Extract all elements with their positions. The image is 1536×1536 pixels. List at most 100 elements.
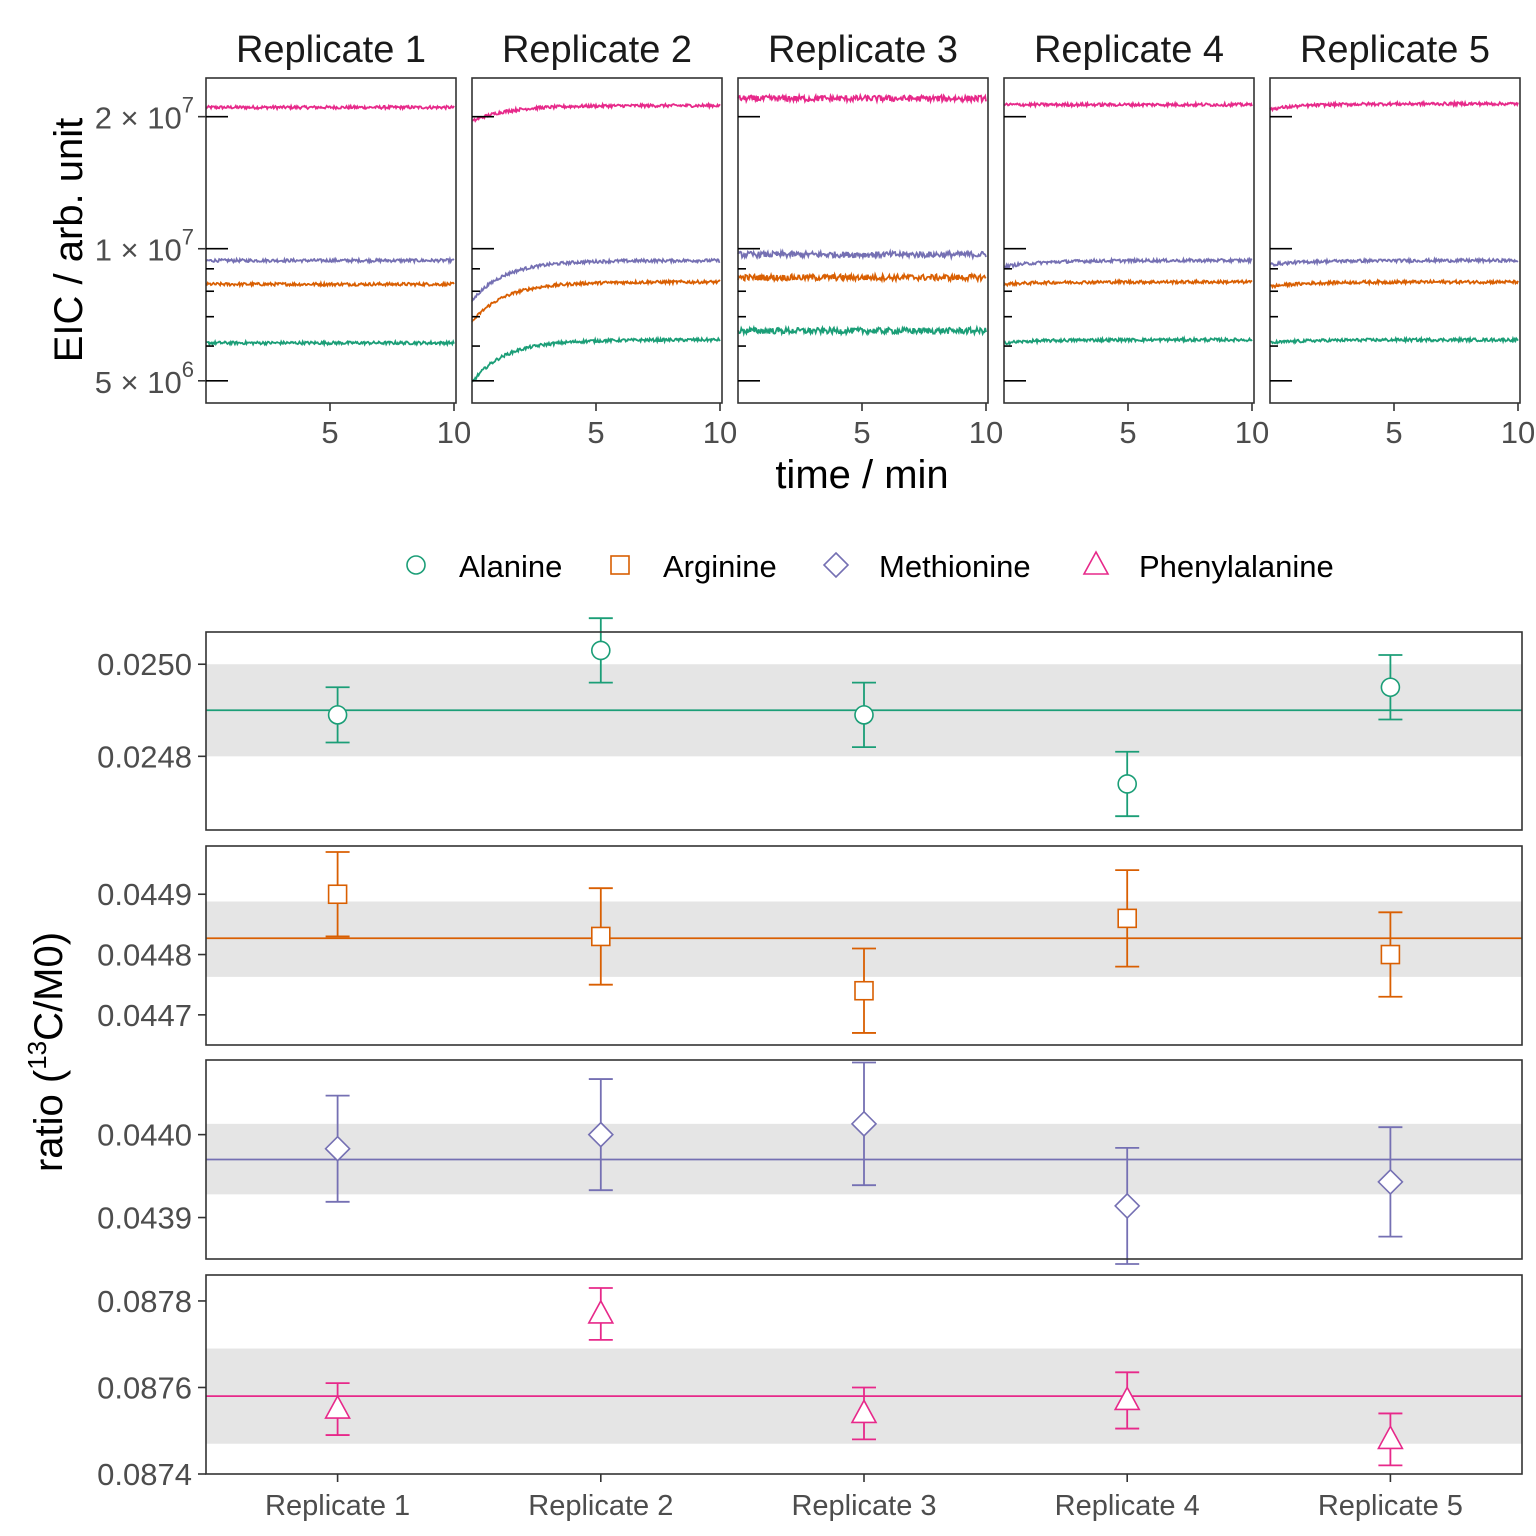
data-marker [1380, 944, 1401, 965]
data-marker [590, 640, 611, 661]
ratio-y-tick-label: 0.0874 [97, 1457, 192, 1492]
eic-line-phenylalanine-replicate-2 [471, 101, 721, 123]
eic-line-arginine-replicate-3 [737, 271, 987, 284]
eic-line-phenylalanine-replicate-5 [1269, 99, 1519, 113]
ratio-point-alanine-replicate-4 [1115, 750, 1140, 818]
eic-x-tick-label: 10 [1501, 415, 1535, 450]
ratio-point-phenylalanine-replicate-1 [324, 1382, 351, 1436]
ratio-y-tick-label: 0.0876 [97, 1370, 192, 1405]
legend-key-methionine [822, 551, 850, 579]
eic-x-tick-label: 10 [703, 415, 737, 450]
ratio-x-tick-label-replicate-4: Replicate 4 [1055, 1490, 1200, 1522]
eic-line-arginine-replicate-1 [205, 279, 455, 289]
eic-line-alanine-replicate-5 [1270, 335, 1519, 346]
ratio-point-arginine-replicate-1 [325, 851, 350, 938]
eic-line-phenylalanine-replicate-1 [205, 103, 455, 112]
ratio-y-tick-label: 0.0440 [97, 1118, 192, 1153]
eic-y-tick-label: 5 × 106 [95, 357, 194, 400]
eic-panel-1: Replicate 1 5 10 [205, 29, 471, 450]
ratio-y-title-main: ratio ( [27, 1069, 71, 1172]
eic-line-phenylalanine-replicate-4 [1003, 100, 1253, 109]
ratio-x-tick-label-replicate-5: Replicate 5 [1318, 1490, 1463, 1522]
eic-y-tick-label: 2 × 107 [95, 93, 194, 136]
ratio-y-tick-label: 0.0449 [97, 877, 192, 912]
ratio-panel-arginine: 0.0447 0.0448 0.0449 [97, 845, 1523, 1046]
ratio-faceted-scatter-chart: 0.02480.02500.04470.04480.04490.04390.04… [97, 617, 1523, 1522]
ratio-panel-border-methionine [205, 1059, 1523, 1260]
y-tick-exponent: 6 [182, 357, 194, 382]
data-marker [850, 1110, 878, 1137]
data-marker [1380, 677, 1401, 698]
ratio-x-tick-label-replicate-1: Replicate 1 [265, 1490, 410, 1522]
eic-line-methionine-replicate-3 [737, 248, 987, 262]
ratio-point-arginine-replicate-5 [1378, 911, 1403, 998]
ratio-point-phenylalanine-replicate-4 [1113, 1371, 1141, 1430]
ratio-x-tick-label-replicate-3: Replicate 3 [791, 1490, 936, 1522]
eic-x-tick-label: 5 [587, 415, 604, 450]
ratio-point-phenylalanine-replicate-5 [1377, 1412, 1404, 1467]
legend-key-phenylalanine [1082, 550, 1110, 575]
eic-panel-4: Replicate 4 5 10 [1003, 29, 1269, 450]
eic-x-tick-label: 5 [1385, 415, 1402, 450]
eic-x-axis-title: time / min [775, 453, 948, 497]
ratio-point-methionine-replicate-2 [587, 1078, 614, 1192]
data-marker [324, 1394, 351, 1419]
ratio-point-alanine-replicate-2 [588, 617, 613, 684]
data-marker [1377, 1424, 1404, 1450]
ratio-x-tick-label-replicate-2: Replicate 2 [528, 1490, 673, 1522]
eic-panel-border-3 [737, 77, 989, 404]
legend-label-alanine: Alanine [459, 549, 562, 584]
eic-x-tick-label: 5 [321, 415, 338, 450]
eic-y-tick-label: 1 × 107 [95, 225, 194, 268]
eic-panel-border-5 [1269, 77, 1521, 404]
eic-line-alanine-replicate-2 [471, 335, 721, 383]
facet-label-replicate-1: Replicate 1 [236, 29, 426, 71]
data-marker [854, 980, 874, 1001]
ratio-point-arginine-replicate-4 [1115, 869, 1140, 968]
eic-panel-border-2 [471, 77, 723, 404]
facet-label-replicate-3: Replicate 3 [768, 29, 958, 71]
ratio-point-methionine-replicate-5 [1377, 1126, 1404, 1238]
facet-label-replicate-2: Replicate 2 [502, 29, 692, 71]
ratio-y-tick-label: 0.0878 [97, 1284, 192, 1319]
legend-label-arginine: Arginine [663, 549, 777, 584]
ratio-panel-border-alanine [205, 631, 1523, 831]
data-marker [1117, 774, 1137, 794]
ratio-point-alanine-replicate-1 [325, 686, 350, 744]
data-marker [590, 926, 611, 947]
ratio-point-phenylalanine-replicate-3 [850, 1386, 878, 1441]
eic-x-tick-label: 10 [437, 415, 471, 450]
ratio-panel-methionine: 0.0439 0.0440 [97, 1059, 1523, 1265]
y-tick-times: × 10 [112, 233, 182, 268]
eic-line-methionine-replicate-2 [471, 257, 721, 302]
ratio-y-axis-title: ratio (13C/M0) [22, 932, 71, 1172]
eic-line-methionine-replicate-5 [1269, 256, 1519, 268]
ratio-y-tick-label: 0.0447 [97, 998, 192, 1033]
legend-key-arginine [610, 555, 630, 575]
eic-panel-3: Replicate 3 5 10 [737, 29, 1003, 450]
ratio-point-arginine-replicate-3 [852, 947, 876, 1034]
eic-panel-border-4 [1003, 77, 1255, 404]
ratio-point-arginine-replicate-2 [588, 887, 613, 986]
data-marker [327, 705, 348, 725]
eic-line-phenylalanine-replicate-3 [737, 92, 987, 105]
y-tick-exponent: 7 [182, 225, 194, 250]
legend-key-alanine [406, 555, 426, 575]
ratio-y-tick-label: 0.0250 [97, 647, 192, 682]
eic-line-alanine-replicate-4 [1003, 335, 1253, 346]
legend-label-methionine: Methionine [879, 549, 1031, 584]
facet-label-replicate-4: Replicate 4 [1034, 29, 1224, 71]
legend-label-phenylalanine: Phenylalanine [1139, 549, 1334, 584]
y-tick-mantissa: 5 [95, 365, 112, 400]
y-tick-mantissa: 1 [95, 233, 112, 268]
eic-x-tick-label: 5 [1119, 415, 1136, 450]
eic-line-alanine-replicate-1 [205, 338, 455, 348]
ratio-panel-border-arginine [205, 845, 1523, 1046]
ratio-point-alanine-replicate-3 [852, 681, 876, 749]
data-marker [587, 1121, 614, 1148]
eic-axis-titles: time / min EIC / arb. unit [47, 118, 949, 497]
y-tick-times: × 10 [112, 101, 182, 136]
ratio-y-tick-label: 0.0448 [97, 938, 192, 973]
data-marker [854, 705, 874, 725]
data-marker [1377, 1168, 1404, 1196]
